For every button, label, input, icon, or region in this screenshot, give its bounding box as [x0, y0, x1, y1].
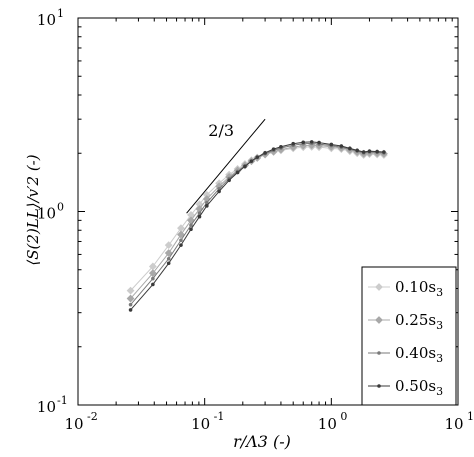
x-tick-label: 10 — [64, 415, 83, 433]
data-point — [243, 164, 247, 169]
x-tick-exponent: -1 — [214, 410, 225, 423]
legend-swatch-marker — [375, 283, 383, 291]
data-point — [348, 146, 352, 151]
x-tick-label: 10 — [444, 415, 463, 433]
y-axis-label: ⟨S(2)LL⟩/v′2 (-) — [24, 154, 42, 265]
y-tick-label: 10 — [37, 11, 56, 29]
x-tick-label: 10 — [191, 415, 210, 433]
y-tick-exponent: 0 — [57, 201, 64, 214]
data-point — [382, 150, 386, 154]
data-point — [309, 140, 314, 144]
legend-swatch-marker — [377, 351, 381, 355]
data-point — [339, 144, 344, 148]
y-tick-exponent: 1 — [57, 7, 64, 20]
legend-label-subscript: 3 — [436, 352, 443, 365]
series-line — [130, 142, 384, 305]
x-tick-label: 10 — [318, 415, 337, 433]
legend-label: 0.50s3 — [395, 377, 443, 398]
data-point — [148, 269, 157, 278]
data-point — [179, 243, 183, 247]
y-tick-exponent: -1 — [57, 394, 68, 407]
data-point — [291, 141, 296, 146]
legend-label-subscript: 3 — [436, 286, 443, 299]
legend-box — [361, 266, 457, 406]
series-2 — [128, 141, 386, 307]
legend-label-subscript: 3 — [436, 319, 443, 332]
data-point — [126, 286, 135, 295]
data-point — [179, 238, 183, 243]
series-1 — [126, 141, 388, 303]
data-point — [177, 230, 185, 239]
legend-item: 0.25s3 — [368, 311, 443, 332]
legend-item: 0.40s3 — [368, 344, 443, 365]
data-point — [166, 256, 171, 261]
data-point — [317, 140, 321, 145]
data-point — [271, 147, 276, 151]
data-point — [301, 140, 306, 145]
legend-label: 0.40s3 — [395, 344, 443, 365]
data-point — [164, 249, 173, 257]
data-point — [329, 142, 334, 147]
legend-label-subscript: 3 — [436, 385, 443, 398]
axis-ticks: 10 -2 10 -1 10 0 10 110 -110 010 1 — [37, 7, 474, 433]
data-point — [166, 261, 171, 266]
axis-labels: r/Λ3 (-) ⟨S(2)LL⟩/v′2 (-) — [24, 154, 291, 451]
x-axis-label: r/Λ3 (-) — [233, 432, 291, 451]
data-point — [164, 241, 173, 250]
series-line — [130, 141, 384, 311]
data-point — [263, 151, 267, 155]
slope-label: 2/3 — [208, 121, 234, 140]
slope-annotation: 2/3 — [186, 118, 266, 214]
legend-item: 0.10s3 — [368, 278, 443, 299]
data-point — [235, 170, 240, 175]
data-point — [197, 211, 202, 215]
data-point — [205, 204, 209, 208]
slope-reference-line — [186, 118, 266, 214]
data-point — [205, 200, 209, 205]
y-tick-label: 10 — [37, 398, 56, 416]
data-point — [355, 148, 359, 153]
legend: 0.10s3 0.25s3 0.40s3 0.50s3 — [361, 266, 457, 406]
x-tick-exponent: 0 — [340, 410, 347, 423]
data-point — [197, 214, 202, 219]
legend-swatch-marker — [377, 384, 381, 388]
data-point — [189, 227, 193, 232]
data-point — [375, 149, 379, 154]
data-point — [255, 155, 260, 159]
data-point — [128, 308, 133, 312]
series-0 — [126, 142, 388, 295]
data-point — [279, 144, 283, 149]
data-point — [189, 223, 193, 227]
data-point — [126, 294, 135, 303]
series-line — [130, 144, 384, 299]
legend-label: 0.25s3 — [395, 311, 443, 332]
data-point — [128, 302, 133, 307]
data-point — [249, 159, 254, 163]
data-point — [151, 282, 155, 287]
legend-swatch-marker — [375, 316, 383, 324]
series-3 — [128, 140, 386, 312]
legend-item: 0.50s3 — [368, 377, 443, 398]
plot-area — [126, 140, 388, 312]
series-line — [130, 146, 384, 291]
data-point — [227, 178, 231, 183]
x-tick-exponent: -2 — [87, 410, 98, 423]
data-point — [151, 276, 155, 281]
data-point — [217, 189, 221, 194]
data-point — [361, 150, 366, 154]
x-tick-exponent: 1 — [467, 410, 474, 423]
legend-label: 0.10s3 — [395, 278, 443, 299]
y-tick-label: 10 — [37, 205, 56, 223]
data-point — [367, 149, 372, 153]
